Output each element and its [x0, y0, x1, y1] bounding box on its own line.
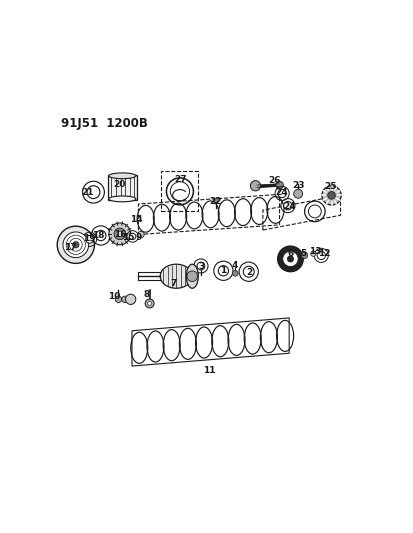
Text: 24: 24 [274, 188, 287, 197]
Circle shape [283, 201, 291, 210]
Circle shape [95, 230, 106, 240]
Text: 9: 9 [135, 232, 141, 241]
Circle shape [125, 294, 135, 304]
Text: 8: 8 [143, 290, 149, 300]
Circle shape [145, 299, 154, 308]
Circle shape [213, 198, 218, 203]
Ellipse shape [186, 264, 198, 288]
Text: 4: 4 [231, 262, 237, 270]
Circle shape [115, 296, 121, 303]
Text: 17: 17 [64, 243, 76, 252]
Circle shape [277, 189, 286, 198]
Text: 18: 18 [92, 231, 104, 240]
Circle shape [117, 231, 122, 237]
Ellipse shape [160, 264, 192, 288]
Circle shape [321, 185, 340, 205]
Text: 21: 21 [81, 188, 93, 197]
Text: 3: 3 [198, 262, 204, 271]
Circle shape [109, 223, 131, 245]
Text: 20: 20 [113, 180, 125, 189]
Text: 26: 26 [268, 176, 280, 185]
Circle shape [63, 232, 88, 257]
Circle shape [129, 233, 135, 240]
Circle shape [327, 191, 335, 199]
Text: 5: 5 [300, 249, 306, 259]
Circle shape [72, 241, 79, 248]
Circle shape [87, 185, 100, 199]
Circle shape [85, 236, 93, 243]
Circle shape [121, 296, 128, 303]
Circle shape [275, 181, 283, 189]
Circle shape [301, 252, 307, 259]
Circle shape [197, 262, 204, 270]
Text: 91J51  1200B: 91J51 1200B [61, 117, 148, 130]
Circle shape [138, 231, 144, 238]
Text: 24: 24 [282, 202, 295, 211]
Text: 2: 2 [245, 268, 252, 277]
Circle shape [147, 302, 151, 305]
Circle shape [282, 251, 297, 266]
Circle shape [287, 256, 293, 262]
Circle shape [293, 189, 302, 198]
Circle shape [187, 271, 197, 281]
Text: 10: 10 [108, 292, 120, 301]
Circle shape [277, 246, 303, 272]
Text: 11: 11 [202, 366, 215, 375]
Text: 14: 14 [130, 215, 143, 224]
Text: 22: 22 [209, 197, 221, 206]
Text: 1: 1 [220, 266, 226, 275]
FancyBboxPatch shape [108, 175, 136, 199]
Text: 12: 12 [318, 249, 330, 259]
Text: 25: 25 [324, 182, 336, 191]
Circle shape [243, 266, 254, 277]
Circle shape [310, 251, 315, 256]
Circle shape [250, 181, 260, 191]
Text: 19: 19 [83, 234, 96, 243]
Circle shape [316, 251, 325, 260]
Circle shape [114, 228, 125, 240]
Circle shape [218, 265, 228, 276]
Text: 23: 23 [292, 181, 304, 190]
Circle shape [57, 226, 94, 263]
Circle shape [232, 270, 237, 276]
Text: 27: 27 [173, 175, 186, 184]
Ellipse shape [109, 196, 135, 202]
Text: 13: 13 [308, 247, 320, 256]
Text: 16: 16 [114, 230, 127, 239]
Text: 7: 7 [170, 279, 176, 288]
Text: 15: 15 [122, 232, 135, 241]
Ellipse shape [109, 173, 135, 179]
Text: 6: 6 [287, 249, 293, 259]
